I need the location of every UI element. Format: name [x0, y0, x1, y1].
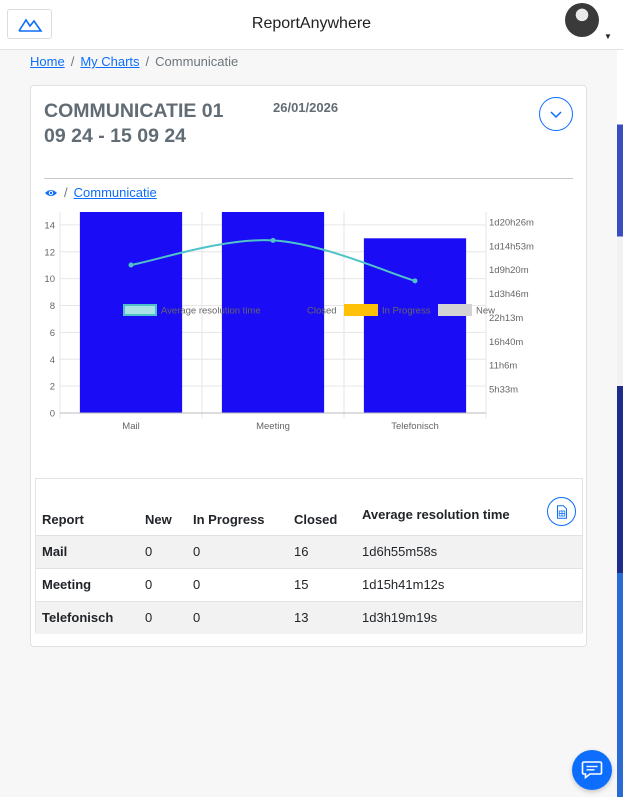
- table-cell: 0: [187, 567, 288, 601]
- collapse-button[interactable]: [539, 97, 573, 131]
- legend-label: In Progress: [382, 306, 431, 317]
- chat-button[interactable]: [572, 750, 612, 790]
- card-date: 26/01/2026: [273, 100, 339, 115]
- table-row: Mail 0 0 16 1d6h55m58s: [36, 534, 582, 568]
- mountain-logo-icon: [17, 18, 43, 32]
- y2-tick-label: 11h6m: [489, 361, 517, 372]
- legend-swatch: [123, 304, 157, 316]
- y-tick-label: 10: [44, 274, 55, 285]
- table-header-row: Report New In Progress Closed Average re…: [36, 499, 582, 535]
- table-cell: Meeting: [36, 567, 139, 601]
- column-header: Closed: [294, 511, 338, 527]
- column-header: Average resolution time: [362, 506, 510, 522]
- column-header: New: [145, 511, 172, 527]
- breadcrumb: Home / My Charts / Communicatie: [30, 54, 238, 69]
- breadcrumb-separator: /: [64, 185, 68, 200]
- eye-icon[interactable]: [44, 188, 58, 198]
- legend-label: Closed: [307, 306, 337, 317]
- breadcrumb-current: Communicatie: [155, 54, 239, 69]
- chat-icon: [581, 761, 603, 780]
- table-cell: 0: [139, 534, 187, 568]
- table-cell: 0: [139, 567, 187, 601]
- y-tick-label: 2: [50, 382, 55, 393]
- chevron-down-icon[interactable]: ▼: [604, 32, 612, 41]
- breadcrumb-separator: /: [70, 54, 75, 69]
- legend-label: Average resolution time: [161, 306, 261, 317]
- y2-tick-label: 1d3h46m: [489, 289, 529, 300]
- avg-resolution-point: [412, 278, 418, 284]
- table-cell: 13: [288, 600, 356, 634]
- y2-tick-label: 5h33m: [489, 385, 518, 396]
- report-link[interactable]: Communicatie: [73, 185, 157, 200]
- table-row: Telefonisch 0 0 13 1d3h19m19s: [36, 600, 582, 634]
- top-navbar: ReportAnywhere ▼: [0, 0, 623, 50]
- app-brand: ReportAnywhere: [251, 15, 372, 32]
- table-cell: 1d3h19m19s: [356, 600, 582, 634]
- y2-tick-label: 1d14h53m: [489, 241, 534, 252]
- y2-tick-label: 16h40m: [489, 337, 523, 348]
- user-avatar[interactable]: [565, 3, 599, 37]
- table-cell: 0: [187, 534, 288, 568]
- home-logo-button[interactable]: [7, 9, 52, 39]
- table-cell: Mail: [36, 534, 139, 568]
- legend-swatch: [344, 304, 378, 316]
- csv-file-icon: [556, 504, 567, 519]
- y-tick-label: 14: [44, 220, 55, 231]
- breadcrumb-home-link[interactable]: Home: [30, 54, 65, 69]
- chart-source-breadcrumb: / Communicatie: [44, 185, 157, 200]
- chart-card: COMMUNICATIE 01 09 24 - 15 09 24 26/01/2…: [30, 85, 587, 647]
- avg-resolution-point: [128, 262, 134, 268]
- x-tick-label: Mail: [122, 421, 139, 432]
- legend-swatch: [269, 304, 303, 316]
- table-cell: 15: [288, 567, 356, 601]
- breadcrumb-separator: /: [145, 54, 150, 69]
- table-cell: 0: [139, 600, 187, 634]
- y2-tick-label: 1d9h20m: [489, 265, 529, 276]
- card-title: COMMUNICATIE 01 09 24 - 15 09 24: [44, 100, 224, 147]
- y-tick-label: 0: [50, 409, 55, 420]
- bar-closed: [363, 238, 467, 413]
- chevron-down-icon: [550, 111, 562, 119]
- data-table-panel: Report New In Progress Closed Average re…: [35, 478, 583, 634]
- x-tick-label: Meeting: [256, 421, 290, 432]
- y2-tick-label: 22h13m: [489, 313, 523, 324]
- y-tick-label: 4: [50, 355, 55, 366]
- avg-resolution-point: [270, 237, 276, 243]
- background-edge: [617, 50, 623, 797]
- table-cell: 1d6h55m58s: [356, 534, 582, 568]
- export-button[interactable]: [547, 497, 576, 526]
- table-cell: 0: [187, 600, 288, 634]
- data-table: Report New In Progress Closed Average re…: [36, 499, 582, 634]
- chart: 02468101214165h33m11h6m16h40m22h13m1d3h4…: [44, 212, 534, 432]
- table-cell: 16: [288, 534, 356, 568]
- column-header: Report: [42, 511, 84, 527]
- main-content: Home / My Charts / Communicatie COMMUNICATIE…: [0, 50, 617, 797]
- x-tick-label: Telefonisch: [391, 421, 439, 432]
- table-cell: 1d15h41m12s: [356, 567, 582, 601]
- breadcrumb-my-charts-link[interactable]: My Charts: [80, 54, 140, 69]
- column-header: In Progress: [193, 511, 265, 527]
- legend-label: New: [476, 306, 495, 317]
- table-cell: Telefonisch: [36, 600, 139, 634]
- divider: [44, 178, 573, 179]
- legend-swatch: [438, 304, 472, 316]
- y2-tick-label: 1d20h26m: [489, 217, 534, 228]
- y-tick-label: 8: [50, 301, 55, 312]
- y-tick-label: 6: [50, 328, 55, 339]
- table-row: Meeting 0 0 15 1d15h41m12s: [36, 567, 582, 601]
- y-tick-label: 12: [44, 247, 55, 258]
